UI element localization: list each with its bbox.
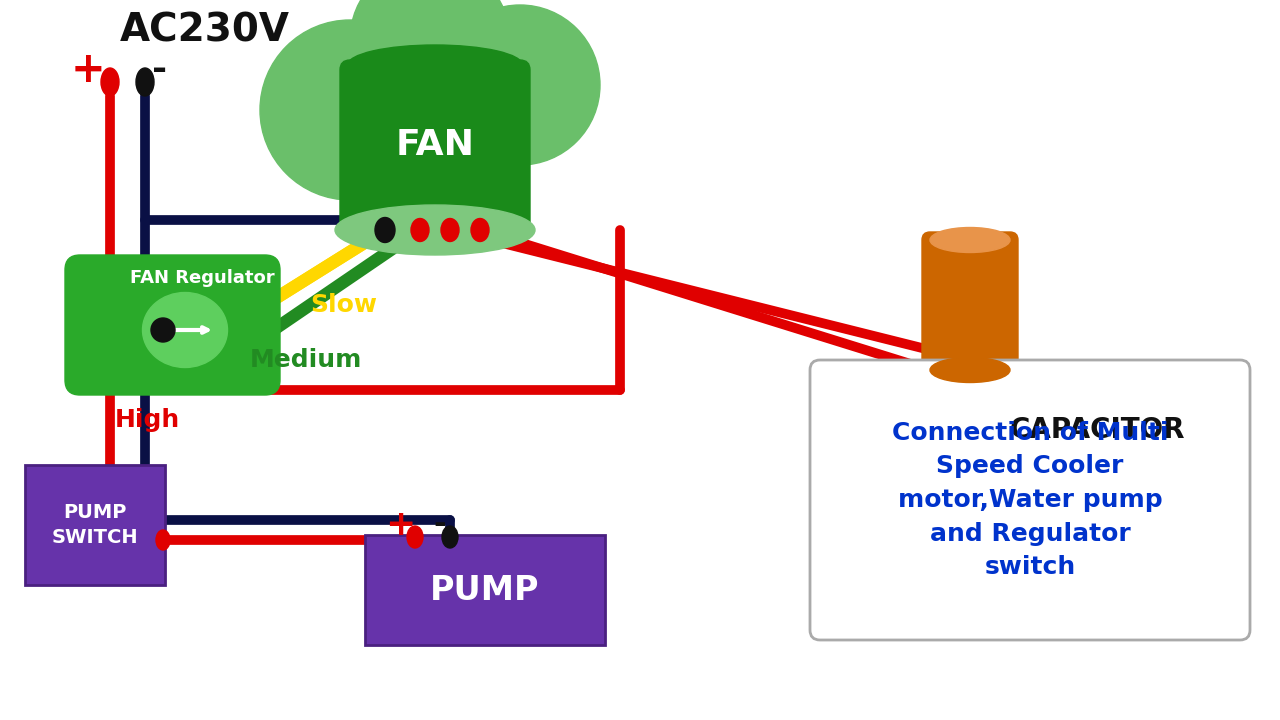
Ellipse shape <box>142 292 228 367</box>
Ellipse shape <box>375 217 396 243</box>
Text: PUMP
SWITCH: PUMP SWITCH <box>51 503 138 547</box>
FancyBboxPatch shape <box>65 255 280 395</box>
Text: Medium: Medium <box>250 348 362 372</box>
Circle shape <box>260 20 440 200</box>
Ellipse shape <box>101 68 119 96</box>
Ellipse shape <box>347 45 522 85</box>
Ellipse shape <box>471 218 489 241</box>
Ellipse shape <box>411 218 429 241</box>
Text: Slow: Slow <box>310 293 378 317</box>
Text: FAN Regulator: FAN Regulator <box>131 269 275 287</box>
Circle shape <box>151 318 175 342</box>
Text: Connection of Multi
Speed Cooler
motor,Water pump
and Regulator
switch: Connection of Multi Speed Cooler motor,W… <box>892 421 1169 579</box>
Ellipse shape <box>931 358 1010 382</box>
Ellipse shape <box>442 526 458 548</box>
Text: -: - <box>434 510 447 539</box>
Text: FAN: FAN <box>396 128 475 162</box>
Ellipse shape <box>136 68 154 96</box>
FancyBboxPatch shape <box>922 232 1018 378</box>
FancyBboxPatch shape <box>365 535 605 645</box>
Ellipse shape <box>156 530 170 550</box>
FancyBboxPatch shape <box>26 465 165 585</box>
Ellipse shape <box>407 526 422 548</box>
Text: PUMP: PUMP <box>430 574 540 606</box>
Text: +: + <box>70 49 105 91</box>
Text: High: High <box>115 408 180 432</box>
Ellipse shape <box>931 228 1010 253</box>
FancyBboxPatch shape <box>340 60 530 240</box>
Ellipse shape <box>442 218 460 241</box>
Circle shape <box>349 0 509 120</box>
Circle shape <box>440 5 600 165</box>
Text: +: + <box>385 508 415 542</box>
Text: AC230V: AC230V <box>120 11 291 49</box>
Text: -: - <box>152 53 168 87</box>
Text: CAPACITOR: CAPACITOR <box>1010 416 1185 444</box>
Ellipse shape <box>335 205 535 255</box>
FancyBboxPatch shape <box>810 360 1251 640</box>
